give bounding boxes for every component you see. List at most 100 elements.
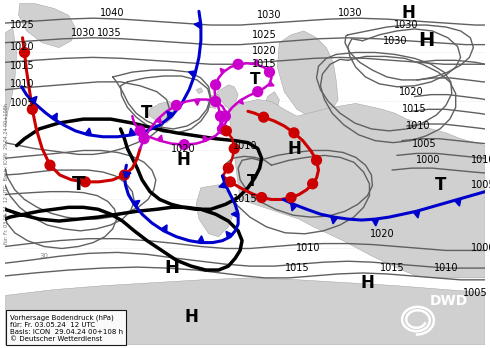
Polygon shape <box>149 102 176 123</box>
Text: 1030: 1030 <box>71 28 96 38</box>
Polygon shape <box>211 96 216 101</box>
Circle shape <box>216 111 225 121</box>
Polygon shape <box>331 216 338 224</box>
Text: 1030: 1030 <box>257 10 282 20</box>
Polygon shape <box>189 71 196 77</box>
Circle shape <box>223 163 233 173</box>
Polygon shape <box>220 110 227 116</box>
Text: 1010: 1010 <box>233 141 257 151</box>
Text: 1010: 1010 <box>296 244 321 253</box>
Circle shape <box>225 177 235 187</box>
Polygon shape <box>85 128 92 135</box>
Polygon shape <box>194 22 201 29</box>
Circle shape <box>135 126 145 136</box>
Polygon shape <box>291 203 297 211</box>
Polygon shape <box>19 3 75 48</box>
Text: 1025: 1025 <box>252 30 277 40</box>
Text: DWD: DWD <box>430 294 468 308</box>
Polygon shape <box>217 85 238 109</box>
Polygon shape <box>219 182 226 188</box>
Text: H: H <box>164 259 179 277</box>
Polygon shape <box>123 172 131 178</box>
Text: Vorhersage Bodendruck (hPa)
für: Fr. 03.05.24  12 UTC
Basis: ICON  29.04.24 00+1: Vorhersage Bodendruck (hPa) für: Fr. 03.… <box>10 314 123 342</box>
Circle shape <box>211 97 220 106</box>
Circle shape <box>253 87 263 97</box>
Polygon shape <box>269 81 274 86</box>
Text: 1015: 1015 <box>285 263 309 273</box>
Polygon shape <box>253 60 258 65</box>
Polygon shape <box>220 68 225 74</box>
Text: 1030: 1030 <box>338 8 362 18</box>
Polygon shape <box>265 92 279 113</box>
Polygon shape <box>226 231 233 239</box>
Circle shape <box>218 124 227 134</box>
Polygon shape <box>203 135 209 142</box>
Polygon shape <box>51 113 57 121</box>
Text: 1020: 1020 <box>370 229 394 239</box>
Text: 1020: 1020 <box>252 46 277 56</box>
Polygon shape <box>194 99 200 105</box>
Circle shape <box>172 101 181 110</box>
Circle shape <box>20 48 29 57</box>
Text: T: T <box>246 174 257 189</box>
Text: 1000: 1000 <box>416 155 441 165</box>
Circle shape <box>229 144 239 153</box>
Circle shape <box>45 160 55 170</box>
Text: 1005: 1005 <box>471 180 490 190</box>
Circle shape <box>221 126 231 136</box>
Circle shape <box>139 134 149 144</box>
Polygon shape <box>196 185 235 237</box>
Text: H: H <box>184 308 198 326</box>
Circle shape <box>259 112 269 122</box>
Polygon shape <box>231 211 238 218</box>
Polygon shape <box>197 236 204 243</box>
Polygon shape <box>155 117 162 124</box>
Circle shape <box>220 111 230 121</box>
Circle shape <box>120 170 129 180</box>
Polygon shape <box>157 135 163 142</box>
Text: 1005: 1005 <box>412 139 437 149</box>
Circle shape <box>312 155 321 165</box>
Circle shape <box>257 193 267 203</box>
Polygon shape <box>30 96 37 104</box>
Text: T: T <box>435 176 447 194</box>
Circle shape <box>179 140 189 150</box>
Polygon shape <box>129 128 136 136</box>
Text: 1030: 1030 <box>394 20 419 30</box>
Text: 1020: 1020 <box>171 143 196 153</box>
Text: 1015: 1015 <box>252 59 277 69</box>
Text: 1035: 1035 <box>98 28 122 38</box>
Text: 1020: 1020 <box>10 42 35 52</box>
Text: 1015: 1015 <box>380 263 404 273</box>
Polygon shape <box>372 219 379 226</box>
Polygon shape <box>277 31 338 121</box>
Circle shape <box>265 67 274 77</box>
Circle shape <box>289 128 299 138</box>
Text: 1020: 1020 <box>399 87 424 97</box>
Polygon shape <box>161 225 167 232</box>
Text: T: T <box>249 72 260 87</box>
Circle shape <box>27 104 37 114</box>
Text: 1010: 1010 <box>10 79 35 89</box>
Circle shape <box>308 179 318 189</box>
Text: 1010: 1010 <box>471 155 490 165</box>
Text: 1015: 1015 <box>233 195 257 205</box>
Polygon shape <box>413 211 420 218</box>
Text: 1030: 1030 <box>383 36 407 46</box>
Circle shape <box>233 60 243 69</box>
Polygon shape <box>5 278 485 345</box>
Text: 1025: 1025 <box>10 20 35 30</box>
Polygon shape <box>5 28 17 131</box>
Text: T: T <box>72 175 85 194</box>
Circle shape <box>80 177 90 187</box>
Text: 1015: 1015 <box>10 61 35 71</box>
Text: 1010: 1010 <box>434 263 458 273</box>
Text: H: H <box>176 151 190 169</box>
Text: H: H <box>287 140 301 158</box>
Circle shape <box>211 80 220 90</box>
Text: 1010: 1010 <box>406 121 431 131</box>
Circle shape <box>286 193 296 203</box>
Polygon shape <box>238 99 244 104</box>
Text: H: H <box>402 4 416 22</box>
Polygon shape <box>167 111 174 119</box>
